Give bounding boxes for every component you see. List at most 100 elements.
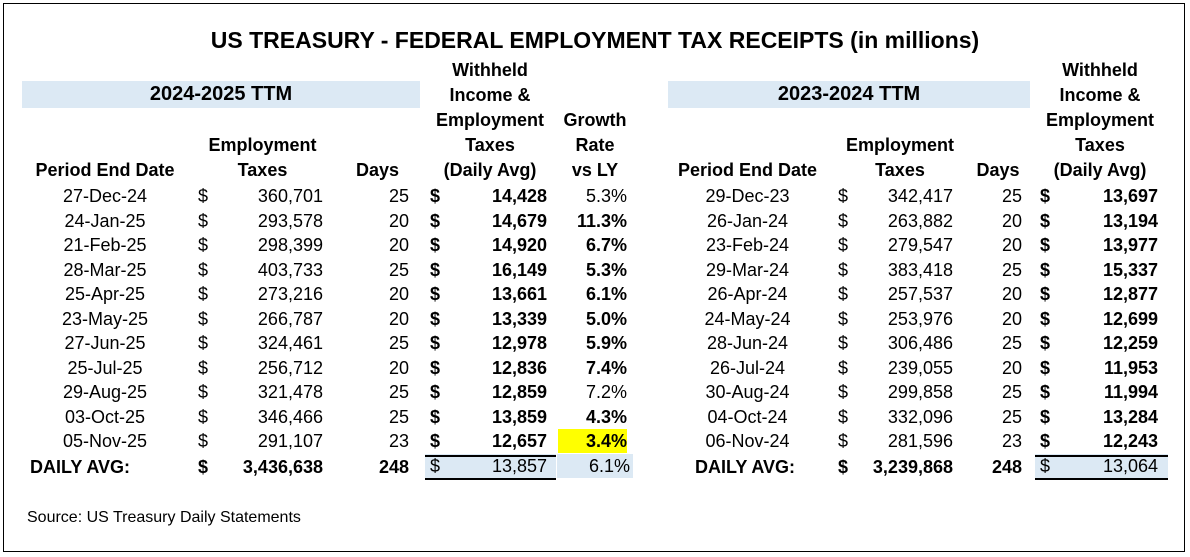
left-row-emp: 321,478 [257,382,323,402]
right-row-emp: 239,055 [887,358,953,378]
left-row-date: 05-Nov-25 [62,431,148,451]
left-row-avg: 12,657 [491,431,547,451]
left-row-growth: 6.1% [585,284,627,304]
left-row-days: 23 [388,431,409,451]
right-total-label: DAILY AVG: [695,457,796,477]
left-row-date: 29-Aug-25 [62,382,148,402]
right-row-avg: 11,953 [1103,358,1158,378]
left-row-days: 20 [388,309,409,329]
right-header-withheld-line5: (Daily Avg) [1053,160,1147,180]
right-header-withheld: Withheld Income & Employment Taxes (Dail… [1035,58,1165,183]
right-row-date: 24-May-24 [704,309,791,329]
left-row-emp: 256,712 [257,358,323,378]
left-row-emp: 346,466 [257,407,323,427]
right-row-cur2: $ [1040,211,1051,231]
right-total-top-border [1035,455,1168,457]
right-row-date: 06-Nov-24 [705,431,790,451]
left-row-cur2: $ [430,333,441,353]
left-header-employment-line2: Taxes [237,160,288,180]
right-total-cur: $ [838,457,849,477]
left-row-avg: 13,339 [491,309,547,329]
report-title: US TREASURY - FEDERAL EMPLOYMENT TAX REC… [210,27,980,53]
right-row-days: 20 [1001,284,1022,304]
left-row-emp: 266,787 [257,309,323,329]
right-header-employment-line2: Taxes [875,160,925,180]
right-row-cur: $ [838,358,849,378]
left-row-cur: $ [198,260,209,280]
right-row-avg: 11,994 [1103,382,1158,402]
left-row-growth: 5.3% [585,186,627,206]
right-row-avg: 15,337 [1102,260,1158,280]
left-row-date: 03-Oct-25 [64,407,146,427]
left-row-growth: 11.3% [576,211,627,231]
right-row-cur: $ [838,407,849,427]
left-row-growth: 3.4% [558,429,627,453]
left-row-emp: 298,399 [257,235,323,255]
right-row-cur2: $ [1040,382,1051,402]
right-row-emp: 263,882 [887,211,953,231]
left-row-avg: 12,978 [491,333,547,353]
left-row-cur: $ [198,186,209,206]
left-row-cur2: $ [430,309,441,329]
right-row-date: 26-Apr-24 [707,284,788,304]
left-row-cur2: $ [430,358,441,378]
left-row-days: 20 [388,358,409,378]
right-row-cur: $ [838,260,849,280]
left-row-growth: 7.2% [585,382,627,402]
right-row-cur: $ [838,284,849,304]
right-row-emp: 299,858 [887,382,953,402]
left-row-date: 27-Dec-24 [62,186,148,206]
right-row-cur2: $ [1040,235,1051,255]
left-total-growth: 6.1% [557,454,633,478]
left-row-emp: 360,701 [257,186,323,206]
left-row-cur: $ [198,333,209,353]
left-header-growth: Growth Rate vs LY [555,108,635,183]
left-row-cur2: $ [430,235,441,255]
right-row-cur: $ [838,235,849,255]
left-row-cur2: $ [430,407,441,427]
left-row-avg: 13,859 [491,407,547,427]
left-row-growth: 4.3% [585,407,627,427]
right-row-avg: 12,699 [1102,309,1158,329]
left-row-emp: 291,107 [257,431,323,451]
right-total-days: 248 [991,457,1022,477]
right-row-cur2: $ [1040,309,1051,329]
left-total-top-border [425,455,556,457]
right-row-emp: 306,486 [887,333,953,353]
right-row-emp: 257,537 [887,284,953,304]
right-total-bottom-border [1035,478,1168,480]
left-total-avg: 13,857 [491,456,547,476]
left-row-growth: 6.7% [585,235,627,255]
left-row-days: 25 [388,186,409,206]
left-header-employment-line1: Employment [208,135,317,155]
right-header-employment-line1: Employment [845,135,955,155]
right-row-days: 20 [1001,235,1022,255]
left-header-withheld-line2: Income & [449,85,531,105]
left-row-days: 20 [388,235,409,255]
left-header-withheld-line5: (Daily Avg) [443,160,537,180]
left-header-growth-line3: vs LY [571,160,619,180]
left-row-cur2: $ [430,284,441,304]
left-row-avg: 12,859 [491,382,547,402]
right-row-date: 28-Jun-24 [706,333,789,353]
right-row-emp: 279,547 [887,235,953,255]
left-total-cur2: $ [425,454,556,478]
left-row-avg: 14,679 [491,211,547,231]
left-row-cur: $ [198,284,209,304]
left-row-growth: 5.0% [585,309,627,329]
right-row-cur: $ [838,309,849,329]
right-row-cur: $ [838,382,849,402]
right-row-days: 20 [1001,358,1022,378]
right-row-cur: $ [838,186,849,206]
left-row-cur2: $ [430,260,441,280]
right-total-emp: 3,239,868 [872,457,953,477]
left-row-cur: $ [198,309,209,329]
right-header-withheld-line3: Employment [1045,110,1155,130]
right-row-days: 23 [1001,431,1022,451]
right-row-avg: 13,977 [1102,235,1158,255]
left-total-cur: $ [198,457,209,477]
right-total-avg: 13,064 [1102,456,1158,476]
left-row-cur2: $ [430,211,441,231]
left-row-cur: $ [198,235,209,255]
source-note: Source: US Treasury Daily Statements [27,509,301,526]
